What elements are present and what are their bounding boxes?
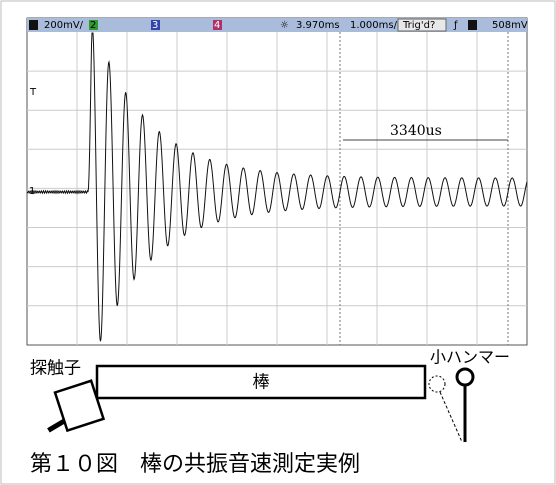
rod-label: 棒 xyxy=(253,373,270,393)
trigger-marker: T xyxy=(29,87,37,98)
time-scale: 1.000ms/ xyxy=(350,20,398,31)
probe-label: 探触子 xyxy=(30,359,81,379)
measurement: 3340us xyxy=(390,123,442,139)
hammer-head xyxy=(457,369,473,385)
status-bar xyxy=(27,18,527,32)
edge-icon: ƒ xyxy=(453,20,458,31)
hammer-label: 小ハンマー xyxy=(430,348,510,367)
ch4-label: 4 xyxy=(214,20,220,31)
figure: 200mV/ 2 3 4 ☼ 3.970ms 1.000ms/ Trig'd? … xyxy=(0,0,556,485)
trigger-value: 508mV xyxy=(492,20,528,31)
ch1-scale: 200mV/ xyxy=(44,20,84,31)
caption: 第１０図 棒の共振音速測定実例 xyxy=(30,452,360,477)
sun-icon: ☼ xyxy=(280,20,289,31)
trigger-status: Trig'd? xyxy=(402,20,435,31)
trigger-level: 3.970ms xyxy=(296,20,340,31)
ch2-label: 2 xyxy=(90,20,96,31)
page: {"scope": { "ch1_scale": "200mV/", "ch2"… xyxy=(0,0,556,485)
ch1-icon xyxy=(29,20,38,30)
ch3-label: 3 xyxy=(152,20,158,31)
trig-src-icon xyxy=(468,20,477,30)
